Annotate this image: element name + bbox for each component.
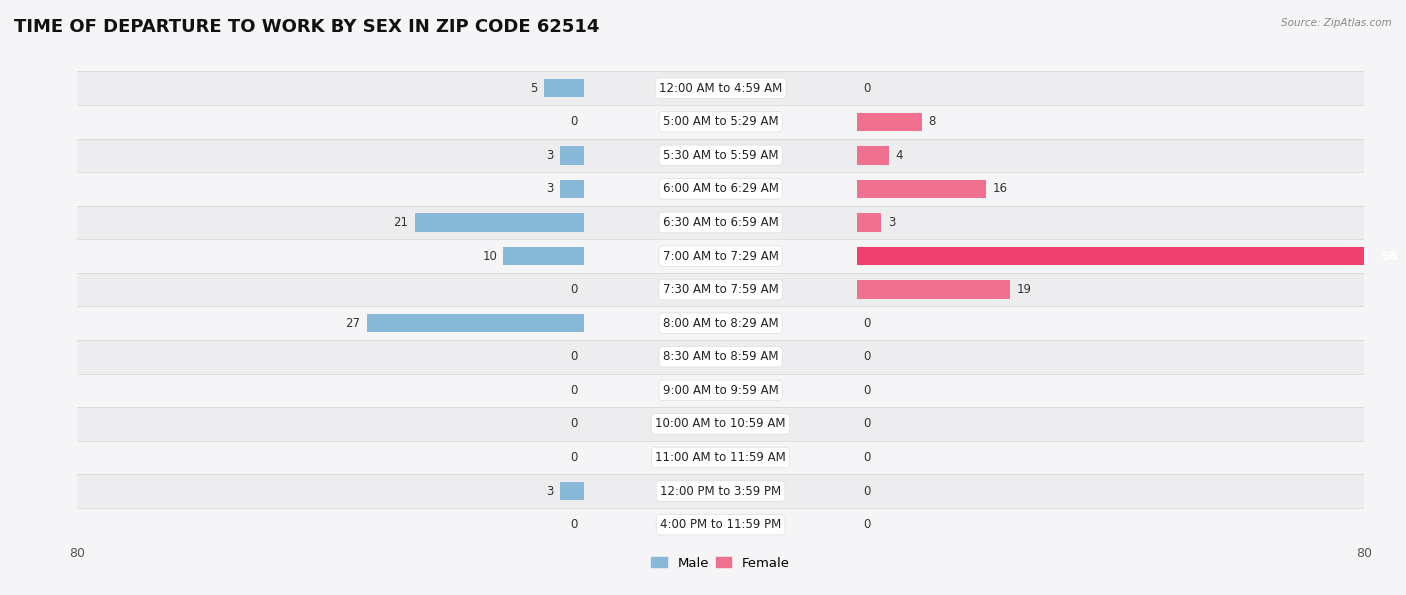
Bar — [560, 146, 583, 165]
Text: 9:00 AM to 9:59 AM: 9:00 AM to 9:59 AM — [662, 384, 779, 397]
Text: 27: 27 — [346, 317, 360, 330]
Text: 8:00 AM to 8:29 AM: 8:00 AM to 8:29 AM — [662, 317, 779, 330]
Bar — [858, 280, 1010, 299]
Text: 12:00 AM to 4:59 AM: 12:00 AM to 4:59 AM — [659, 82, 782, 95]
Bar — [77, 508, 1364, 541]
Text: 3: 3 — [546, 183, 554, 195]
Bar — [858, 180, 986, 198]
Text: 5: 5 — [530, 82, 537, 95]
Bar — [560, 482, 583, 500]
Bar — [503, 247, 583, 265]
Bar — [77, 306, 1364, 340]
Bar — [544, 79, 583, 98]
Text: 4: 4 — [896, 149, 904, 162]
Text: 4:00 PM to 11:59 PM: 4:00 PM to 11:59 PM — [659, 518, 782, 531]
Bar — [77, 71, 1364, 105]
Text: 10:00 AM to 10:59 AM: 10:00 AM to 10:59 AM — [655, 418, 786, 430]
Text: 7:00 AM to 7:29 AM: 7:00 AM to 7:29 AM — [662, 249, 779, 262]
Text: 0: 0 — [863, 484, 872, 497]
Text: 10: 10 — [482, 249, 498, 262]
Bar — [858, 213, 882, 231]
Bar — [77, 139, 1364, 172]
Bar — [77, 407, 1364, 441]
Text: 5:00 AM to 5:29 AM: 5:00 AM to 5:29 AM — [662, 115, 779, 129]
Text: 0: 0 — [569, 418, 578, 430]
Text: 21: 21 — [394, 216, 409, 229]
Text: 3: 3 — [887, 216, 896, 229]
Text: 3: 3 — [546, 149, 554, 162]
Text: 6:30 AM to 6:59 AM: 6:30 AM to 6:59 AM — [662, 216, 779, 229]
Text: 0: 0 — [863, 418, 872, 430]
Text: 7:30 AM to 7:59 AM: 7:30 AM to 7:59 AM — [662, 283, 779, 296]
Bar — [77, 172, 1364, 206]
Text: 19: 19 — [1017, 283, 1032, 296]
Text: 0: 0 — [863, 317, 872, 330]
Text: 0: 0 — [863, 518, 872, 531]
Text: 0: 0 — [569, 283, 578, 296]
Text: 0: 0 — [569, 350, 578, 364]
Bar — [77, 340, 1364, 374]
Text: 0: 0 — [569, 384, 578, 397]
Text: TIME OF DEPARTURE TO WORK BY SEX IN ZIP CODE 62514: TIME OF DEPARTURE TO WORK BY SEX IN ZIP … — [14, 18, 599, 36]
Bar — [77, 206, 1364, 239]
Text: 68: 68 — [1381, 249, 1398, 262]
Bar — [858, 247, 1405, 265]
Text: 11:00 AM to 11:59 AM: 11:00 AM to 11:59 AM — [655, 451, 786, 464]
Text: 0: 0 — [569, 451, 578, 464]
Bar — [77, 105, 1364, 139]
Text: Source: ZipAtlas.com: Source: ZipAtlas.com — [1281, 18, 1392, 28]
Bar — [858, 146, 890, 165]
Bar — [415, 213, 583, 231]
Text: 3: 3 — [546, 484, 554, 497]
Text: 16: 16 — [993, 183, 1007, 195]
Bar — [77, 474, 1364, 508]
Bar — [77, 374, 1364, 407]
Legend: Male, Female: Male, Female — [645, 551, 796, 575]
Bar — [77, 273, 1364, 306]
Text: 5:30 AM to 5:59 AM: 5:30 AM to 5:59 AM — [662, 149, 779, 162]
Text: 0: 0 — [863, 451, 872, 464]
Bar — [367, 314, 583, 333]
Bar — [77, 441, 1364, 474]
Bar — [858, 112, 921, 131]
Text: 8:30 AM to 8:59 AM: 8:30 AM to 8:59 AM — [662, 350, 779, 364]
Text: 0: 0 — [569, 518, 578, 531]
Bar — [77, 239, 1364, 273]
Text: 12:00 PM to 3:59 PM: 12:00 PM to 3:59 PM — [659, 484, 782, 497]
Text: 0: 0 — [863, 350, 872, 364]
Text: 0: 0 — [863, 384, 872, 397]
Bar — [560, 180, 583, 198]
Text: 8: 8 — [928, 115, 935, 129]
Text: 6:00 AM to 6:29 AM: 6:00 AM to 6:29 AM — [662, 183, 779, 195]
Text: 0: 0 — [569, 115, 578, 129]
Text: 0: 0 — [863, 82, 872, 95]
